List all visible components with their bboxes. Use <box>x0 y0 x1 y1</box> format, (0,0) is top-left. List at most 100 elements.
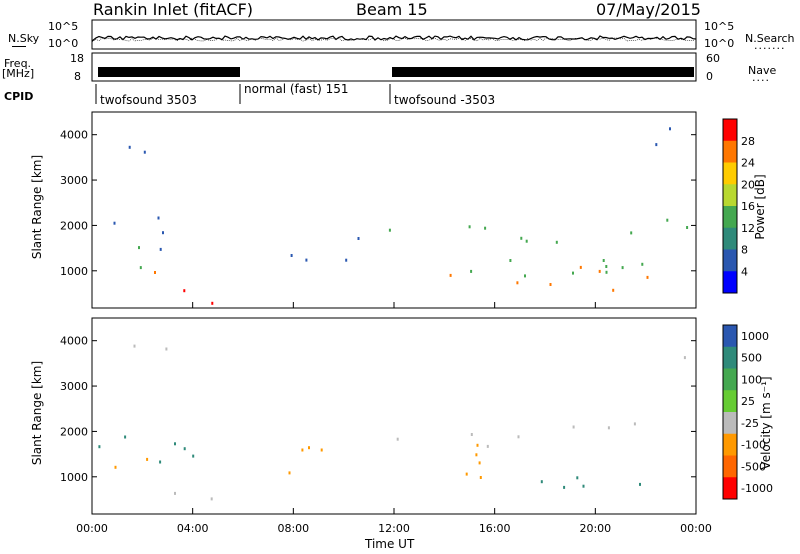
colorbar-tick-label: 8 <box>741 244 748 257</box>
cpid-segment-3: twofsound -3503 <box>394 93 496 107</box>
nsky-legend-line <box>12 46 26 47</box>
nave-label: Nave <box>748 64 777 77</box>
cpid-label: CPID <box>4 90 34 103</box>
scatter-cell <box>174 491 176 495</box>
scatter-cell <box>139 266 142 270</box>
nsky-label: N.Sky <box>8 32 40 45</box>
freq-block-1 <box>98 67 240 77</box>
velocity-colorbar: 1000 500 100 25 -25 -100 -500 -1000 <box>722 324 773 500</box>
scatter-cell <box>479 476 482 479</box>
y-tick-label: 3000 <box>60 174 88 187</box>
scatter-cell <box>470 433 473 436</box>
scatter-cell <box>146 457 149 461</box>
nsky-tick-bottom: 10^0 <box>48 37 79 50</box>
x-tick-label: 12:00 <box>378 522 410 535</box>
scatter-cell <box>612 288 615 292</box>
y-tick-label: 3000 <box>60 380 88 393</box>
scatter-cell <box>470 269 473 273</box>
colorbar-segment <box>723 206 737 229</box>
scatter-cell <box>563 485 566 489</box>
colorbar-tick-label: -100 <box>741 439 766 452</box>
scatter-cell <box>154 271 156 274</box>
scatter-cell <box>524 274 526 278</box>
scatter-cell <box>174 442 176 446</box>
colorbar-segment <box>723 455 737 478</box>
scatter-cell <box>669 127 671 131</box>
scatter-cell <box>124 435 127 439</box>
scatter-cell <box>641 262 644 266</box>
colorbar-tick-label: -500 <box>741 460 766 473</box>
colorbar-tick-label: -1000 <box>741 482 773 495</box>
scatter-cell <box>540 480 543 484</box>
nsearch-trace <box>91 37 697 43</box>
cpid-segment-2: normal (fast) 151 <box>244 82 349 96</box>
colorbar-segment <box>723 162 737 185</box>
x-axis-label: Time UT <box>365 537 415 551</box>
power-colorbar: 28 24 20 16 12 8 4 <box>722 118 755 294</box>
scatter-cell <box>113 221 116 225</box>
colorbar-segment <box>723 346 737 369</box>
colorbar-tick-label: 20 <box>741 178 755 191</box>
scatter-cell <box>114 465 117 469</box>
scatter-cell <box>630 231 633 235</box>
scatter-cell <box>211 301 214 305</box>
freq-label-2: [MHz] <box>2 67 35 80</box>
scatter-cell <box>388 228 391 232</box>
nsearch-tick-top: 10^5 <box>704 20 735 33</box>
scatter-cell <box>192 454 195 458</box>
scatter-cell <box>683 356 686 360</box>
scatter-cell <box>165 347 168 351</box>
x-tick-label: 08:00 <box>277 522 309 535</box>
scatter-cell <box>476 443 479 447</box>
scatter-cell <box>478 461 481 465</box>
colorbar-tick-label: 25 <box>741 395 755 408</box>
nave-legend-dots: ···· <box>752 74 770 87</box>
beam-title: Beam 15 <box>356 0 428 19</box>
scatter-cell <box>308 446 310 450</box>
scatter-cell <box>345 258 348 262</box>
x-ticks: 00:00 04:00 08:00 12:00 16:00 20:00 00:00 <box>76 302 712 535</box>
scatter-cell <box>605 265 608 268</box>
nsearch-label: N.Search <box>745 32 795 45</box>
scatter-cell <box>157 216 160 220</box>
scatter-cell <box>509 259 512 262</box>
colorbar-tick-label: 16 <box>741 200 755 213</box>
scatter-cell <box>143 150 146 154</box>
nave-tick-bottom: 0 <box>706 70 713 83</box>
scatter-cell <box>686 226 689 229</box>
cpid-segment-1: twofsound 3503 <box>100 93 197 107</box>
station-title: Rankin Inlet (fitACF) <box>93 0 254 19</box>
scatter-cell <box>655 143 658 147</box>
colorbar-segment <box>723 140 737 163</box>
scatter-cell <box>138 246 140 250</box>
scatter-cell <box>516 281 519 285</box>
scatter-cell <box>305 258 308 262</box>
velocity-colorbar-label: Velocity [m s⁻¹] <box>759 376 773 470</box>
scatter-cell <box>465 472 468 476</box>
colorbar-tick-label: 4 <box>741 265 748 278</box>
colorbar-segment <box>723 390 737 413</box>
x-tick-label: 04:00 <box>177 522 209 535</box>
nave-tick-top: 60 <box>706 52 720 65</box>
nsearch-tick-bottom: 10^0 <box>704 37 735 50</box>
colorbar-segment <box>723 249 737 272</box>
scatter-cell <box>98 445 101 449</box>
scatter-cell <box>666 218 669 222</box>
nsky-trace <box>91 35 697 42</box>
freq-panel-frame <box>91 52 697 82</box>
scatter-cell <box>128 145 131 149</box>
scatter-cell <box>572 271 574 275</box>
freq-tick-top: 18 <box>70 52 84 65</box>
scatter-cell <box>475 453 478 457</box>
scatter-cell <box>607 426 610 430</box>
scatter-cell <box>210 497 213 501</box>
scatter-cell <box>133 344 136 348</box>
colorbar-segment <box>723 412 737 435</box>
scatter-cell <box>572 425 575 429</box>
velocity-scatter <box>98 344 686 501</box>
nsky-panel-frame <box>91 19 697 50</box>
y-tick-label: 1000 <box>60 471 88 484</box>
colorbar-tick-label: 1000 <box>741 330 769 343</box>
scatter-cell <box>320 448 323 452</box>
x-tick-label: 20:00 <box>579 522 611 535</box>
